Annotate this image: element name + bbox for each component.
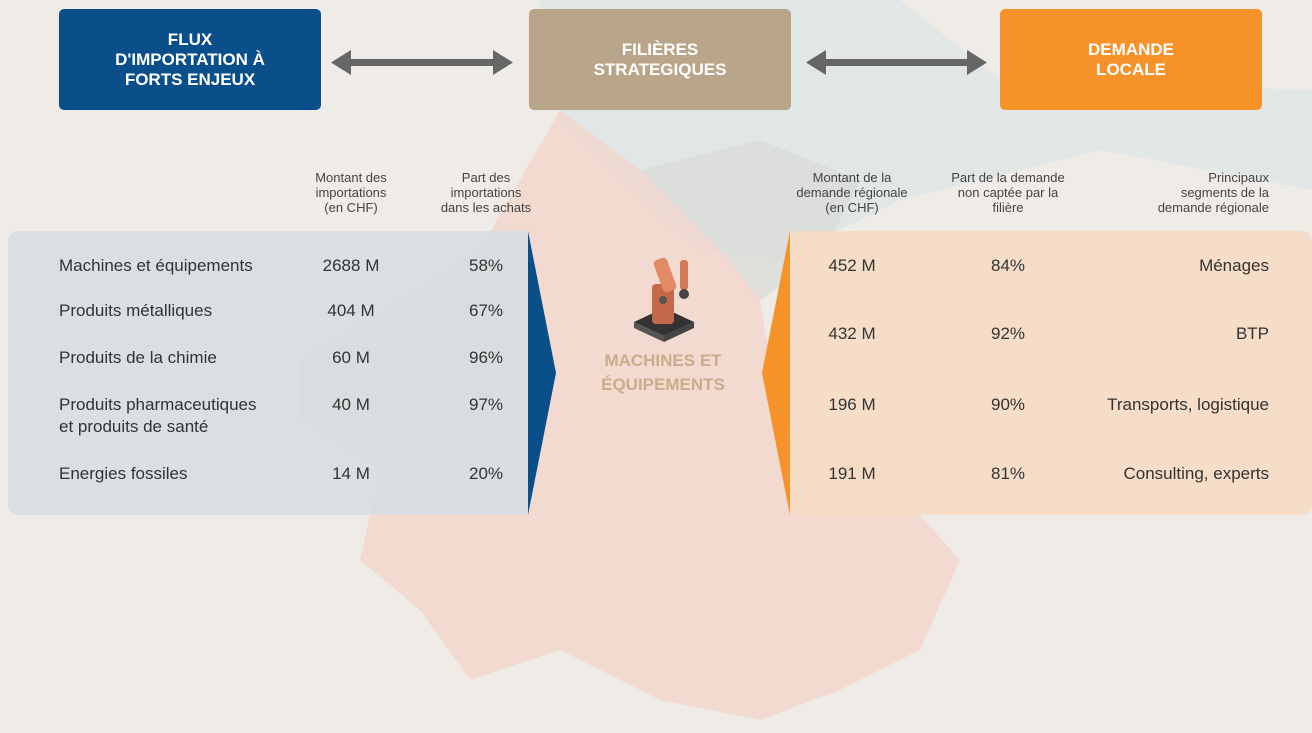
column-header: (en CHF): [324, 200, 378, 215]
column-header: dans les achats: [440, 200, 532, 215]
imports-panel: [8, 231, 528, 515]
header-box: [1000, 9, 1262, 110]
row-name: Produits de la chimie: [59, 348, 217, 367]
amount: 191 M: [828, 464, 876, 483]
amount: 432 M: [828, 324, 876, 343]
double-arrow: [331, 50, 987, 75]
column-header: Principaux: [1208, 170, 1269, 185]
amount: 452 M: [828, 256, 876, 275]
header-label: FORTS ENJEUX: [124, 70, 256, 89]
column-header: demande régionale: [796, 185, 908, 200]
header-label: FILIÈRES: [621, 40, 699, 59]
amount: 60 M: [332, 348, 370, 367]
row-name: Produits métalliques: [59, 301, 213, 320]
row-name: Produits pharmaceutiques: [59, 395, 257, 414]
row-name: Machines et équipements: [59, 256, 253, 275]
share: 67%: [468, 301, 504, 320]
share: 81%: [990, 464, 1026, 483]
amount: 14 M: [332, 464, 370, 483]
header-box: [59, 9, 321, 110]
amount: 2688 M: [322, 256, 380, 275]
amount: 40 M: [332, 395, 370, 414]
amount: 404 M: [327, 301, 375, 320]
share: 84%: [990, 256, 1026, 275]
header-label: D'IMPORTATION À: [115, 50, 265, 69]
column-header: segments de la: [1180, 185, 1269, 200]
amount: 196 M: [828, 395, 876, 414]
column-header: Part des: [461, 170, 511, 185]
header-box: [529, 9, 791, 110]
header-label: STRATEGIQUES: [593, 60, 727, 79]
row-name: et produits de santé: [59, 417, 209, 436]
row-name: Energies fossiles: [59, 464, 188, 483]
share: 92%: [990, 324, 1026, 343]
share: 58%: [468, 256, 504, 275]
column-header: Part de la demande: [951, 170, 1065, 185]
robot-icon: [634, 257, 694, 342]
center-label: MACHINES ET: [604, 351, 722, 370]
column-header: importations: [315, 185, 387, 200]
header-label: DEMANDE: [1088, 40, 1174, 59]
column-header: demande régionale: [1157, 200, 1269, 215]
column-header: non captée par la: [957, 185, 1059, 200]
segment: Ménages: [1199, 256, 1269, 275]
share: 97%: [468, 395, 504, 414]
segment: Consulting, experts: [1123, 464, 1269, 483]
share: 20%: [468, 464, 504, 483]
column-header: importations: [450, 185, 522, 200]
segment: Transports, logistique: [1107, 395, 1269, 414]
column-header: Montant des: [315, 170, 387, 185]
header-label: FLUX: [167, 30, 213, 49]
share: 96%: [468, 348, 504, 367]
column-header: (en CHF): [825, 200, 879, 215]
segment: BTP: [1235, 324, 1269, 343]
center-label: ÉQUIPEMENTS: [601, 375, 725, 394]
share: 90%: [990, 395, 1026, 414]
column-header: filière: [992, 200, 1024, 215]
column-header: Montant de la: [812, 170, 892, 185]
arrow: [762, 231, 790, 515]
demand-panel: [790, 231, 1312, 515]
header-label: LOCALE: [1096, 60, 1166, 79]
arrow: [528, 231, 556, 515]
